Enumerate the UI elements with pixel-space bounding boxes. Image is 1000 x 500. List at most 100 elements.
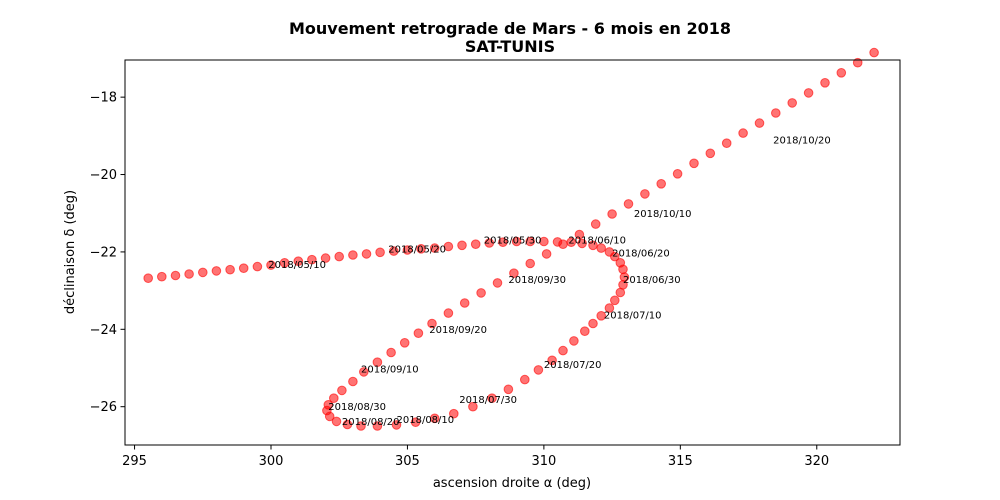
point-annotation: 2018/09/10 bbox=[361, 365, 419, 376]
data-point bbox=[558, 345, 568, 356]
data-point bbox=[787, 98, 798, 108]
data-point bbox=[509, 268, 519, 279]
data-point bbox=[610, 251, 620, 262]
data-point bbox=[610, 295, 620, 306]
data-point bbox=[558, 239, 568, 249]
data-point bbox=[252, 261, 263, 272]
point-annotation: 2018/05/10 bbox=[268, 260, 326, 271]
y-tick-label: −18 bbox=[90, 91, 117, 106]
data-point bbox=[754, 118, 765, 128]
data-point bbox=[569, 336, 579, 346]
data-point bbox=[705, 148, 716, 159]
point-annotation: 2018/09/20 bbox=[429, 325, 487, 336]
data-point bbox=[279, 258, 290, 268]
data-point bbox=[503, 384, 514, 395]
data-point bbox=[320, 253, 331, 263]
data-point bbox=[361, 249, 372, 259]
data-point bbox=[416, 244, 426, 254]
data-point bbox=[492, 278, 503, 288]
data-point bbox=[359, 367, 369, 377]
data-point bbox=[574, 229, 585, 240]
data-point bbox=[484, 238, 495, 248]
x-axis: 295 300 305 310 315 320 bbox=[122, 445, 829, 469]
data-point bbox=[372, 421, 383, 431]
data-point bbox=[640, 189, 650, 199]
point-annotation: 2018/10/10 bbox=[634, 209, 692, 220]
point-annotation: 2018/07/20 bbox=[544, 360, 602, 371]
data-point bbox=[487, 393, 497, 404]
point-annotation: 2018/06/10 bbox=[568, 235, 626, 246]
data-points bbox=[143, 47, 879, 431]
data-point bbox=[391, 420, 402, 430]
data-point bbox=[672, 169, 683, 179]
data-point bbox=[307, 254, 317, 265]
x-tick-label: 320 bbox=[804, 454, 829, 469]
chart-title: Mouvement retrograde de Mars - 6 mois en… bbox=[289, 19, 731, 38]
data-point bbox=[198, 267, 208, 278]
data-point bbox=[803, 88, 814, 98]
data-point bbox=[238, 263, 249, 274]
data-point bbox=[588, 240, 598, 251]
data-point bbox=[468, 401, 478, 412]
data-point bbox=[225, 264, 235, 275]
data-point bbox=[449, 408, 459, 419]
data-point bbox=[211, 266, 222, 276]
point-annotation: 2018/08/20 bbox=[342, 417, 400, 428]
point-annotation: 2018/07/30 bbox=[459, 395, 517, 406]
point-annotation: 2018/08/10 bbox=[397, 415, 455, 426]
data-point bbox=[476, 288, 486, 298]
data-point bbox=[547, 355, 557, 366]
data-point bbox=[533, 365, 544, 375]
point-annotation: 2018/06/20 bbox=[612, 249, 670, 260]
data-point bbox=[590, 219, 601, 229]
point-annotation: 2018/05/20 bbox=[388, 245, 446, 256]
data-point bbox=[399, 338, 410, 348]
x-tick-label: 315 bbox=[668, 454, 693, 469]
data-point bbox=[356, 421, 366, 431]
y-tick-label: −24 bbox=[90, 323, 117, 338]
data-point bbox=[443, 241, 454, 252]
data-point bbox=[541, 249, 552, 259]
data-point bbox=[771, 108, 781, 118]
data-point bbox=[348, 376, 358, 387]
data-point bbox=[429, 243, 440, 253]
x-tick-label: 300 bbox=[259, 454, 284, 469]
data-point bbox=[721, 138, 732, 148]
data-point bbox=[329, 393, 339, 404]
chart-subtitle: SAT-TUNIS bbox=[465, 37, 555, 56]
data-point bbox=[577, 238, 587, 249]
data-point bbox=[511, 236, 522, 247]
data-point bbox=[656, 179, 667, 189]
point-annotation: 2018/08/30 bbox=[328, 402, 386, 413]
data-point bbox=[820, 78, 830, 88]
data-point bbox=[836, 68, 847, 78]
x-tick-label: 305 bbox=[395, 454, 420, 469]
data-point bbox=[580, 326, 590, 337]
point-annotation: 2018/07/10 bbox=[604, 311, 662, 322]
data-point bbox=[413, 328, 424, 339]
data-point bbox=[596, 243, 607, 253]
data-point bbox=[498, 237, 508, 247]
data-point bbox=[852, 57, 863, 68]
data-point bbox=[738, 128, 748, 138]
data-point bbox=[375, 247, 385, 258]
data-point bbox=[402, 245, 413, 255]
y-axis: −26 −24 −22 −20 −18 bbox=[90, 91, 125, 415]
data-point bbox=[689, 158, 699, 169]
point-annotation: 2018/10/20 bbox=[773, 136, 831, 147]
data-point bbox=[525, 258, 536, 269]
y-tick-label: −22 bbox=[90, 245, 117, 260]
data-point bbox=[520, 374, 530, 385]
data-point bbox=[615, 287, 626, 298]
x-tick-label: 310 bbox=[531, 454, 556, 469]
y-tick-label: −20 bbox=[90, 168, 117, 183]
data-point bbox=[266, 260, 276, 270]
data-point bbox=[588, 318, 598, 329]
point-annotations: 2018/05/10 2018/05/20 2018/05/30 2018/06/10… bbox=[268, 136, 830, 428]
data-point bbox=[869, 47, 879, 58]
data-point bbox=[443, 308, 454, 318]
data-point bbox=[293, 256, 304, 267]
data-point bbox=[323, 400, 334, 410]
y-axis-label: déclinaison δ (deg) bbox=[63, 190, 78, 314]
